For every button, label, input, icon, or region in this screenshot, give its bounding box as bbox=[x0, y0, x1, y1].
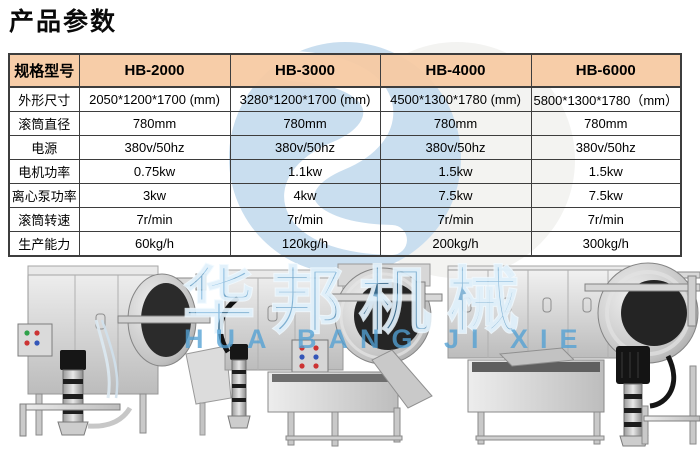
row-label: 离心泵功率 bbox=[8, 183, 80, 209]
cell-value: 200kg/h bbox=[379, 231, 532, 257]
spec-table: 规格型号 HB-2000 HB-3000 HB-4000 HB-6000 外形尺… bbox=[8, 53, 682, 257]
cell-value: 60kg/h bbox=[78, 231, 231, 257]
product-photo: 华邦机械 HUA BANG JI XIE bbox=[0, 257, 700, 450]
cell-value: 7.5kw bbox=[530, 183, 682, 209]
table-row-dimensions: 外形尺寸 2050*1200*1700 (mm) 3280*1200*1700 … bbox=[8, 86, 682, 112]
header-cell-hb3000: HB-3000 bbox=[229, 53, 381, 88]
cell-value: 780mm bbox=[229, 110, 381, 136]
cell-value: 780mm bbox=[379, 110, 532, 136]
table-row-drum-diameter: 滚筒直径 780mm 780mm 780mm 780mm bbox=[8, 110, 682, 136]
cell-value: 380v/50hz bbox=[530, 134, 682, 160]
cell-value: 4kw bbox=[229, 183, 381, 209]
cell-value: 1.5kw bbox=[530, 158, 682, 185]
table-row-capacity: 生产能力 60kg/h 120kg/h 200kg/h 300kg/h bbox=[8, 231, 682, 257]
table-row-motor-power: 电机功率 0.75kw 1.1kw 1.5kw 1.5kw bbox=[8, 158, 682, 185]
cell-value: 1.1kw bbox=[229, 158, 381, 185]
cell-value: 780mm bbox=[78, 110, 231, 136]
spec-table-header-row: 规格型号 HB-2000 HB-3000 HB-4000 HB-6000 bbox=[8, 53, 682, 88]
machines-illustration bbox=[17, 262, 700, 447]
row-label: 滚筒转速 bbox=[8, 207, 80, 233]
row-label: 外形尺寸 bbox=[8, 86, 80, 112]
table-row-power-supply: 电源 380v/50hz 380v/50hz 380v/50hz 380v/50… bbox=[8, 134, 682, 160]
cell-value: 120kg/h bbox=[229, 231, 381, 257]
table-row-pump-power: 离心泵功率 3kw 4kw 7.5kw 7.5kw bbox=[8, 183, 682, 209]
cell-value: 380v/50hz bbox=[229, 134, 381, 160]
background-hopper bbox=[185, 345, 232, 436]
cell-value: 5800*1300*1780（mm） bbox=[530, 86, 682, 112]
cell-value: 7r/min bbox=[530, 207, 682, 233]
table-row-drum-speed: 滚筒转速 7r/min 7r/min 7r/min 7r/min bbox=[8, 207, 682, 233]
machine-right bbox=[447, 262, 700, 447]
cell-value: 1.5kw bbox=[379, 158, 532, 185]
cell-value: 7r/min bbox=[379, 207, 532, 233]
cell-value: 3kw bbox=[78, 183, 231, 209]
cell-value: 4500*1300*1780 (mm) bbox=[379, 86, 532, 112]
cell-value: 7r/min bbox=[78, 207, 231, 233]
row-label: 滚筒直径 bbox=[8, 110, 80, 136]
header-cell-model: 规格型号 bbox=[8, 53, 80, 88]
machine-middle bbox=[218, 263, 443, 447]
cell-value: 7.5kw bbox=[379, 183, 532, 209]
row-label: 生产能力 bbox=[8, 231, 80, 257]
header-cell-hb6000: HB-6000 bbox=[530, 53, 682, 88]
page-title: 产品参数 bbox=[9, 7, 118, 36]
cell-value: 380v/50hz bbox=[379, 134, 532, 160]
cell-value: 3280*1200*1700 (mm) bbox=[229, 86, 381, 112]
cell-value: 7r/min bbox=[229, 207, 381, 233]
header-cell-hb2000: HB-2000 bbox=[78, 53, 231, 88]
row-label: 电源 bbox=[8, 134, 80, 160]
cell-value: 380v/50hz bbox=[78, 134, 231, 160]
row-label: 电机功率 bbox=[8, 158, 80, 185]
cell-value: 300kg/h bbox=[530, 231, 682, 257]
cell-value: 780mm bbox=[530, 110, 682, 136]
cell-value: 0.75kw bbox=[78, 158, 231, 185]
cell-value: 2050*1200*1700 (mm) bbox=[78, 86, 231, 112]
machine-left bbox=[17, 265, 211, 437]
header-cell-hb4000: HB-4000 bbox=[379, 53, 532, 88]
